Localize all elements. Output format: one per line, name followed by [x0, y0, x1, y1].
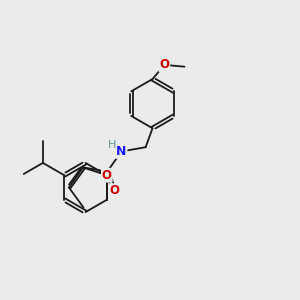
Text: H: H — [108, 140, 117, 151]
Text: O: O — [102, 169, 112, 182]
Text: O: O — [159, 58, 170, 71]
Text: N: N — [116, 145, 127, 158]
Text: O: O — [109, 184, 119, 197]
